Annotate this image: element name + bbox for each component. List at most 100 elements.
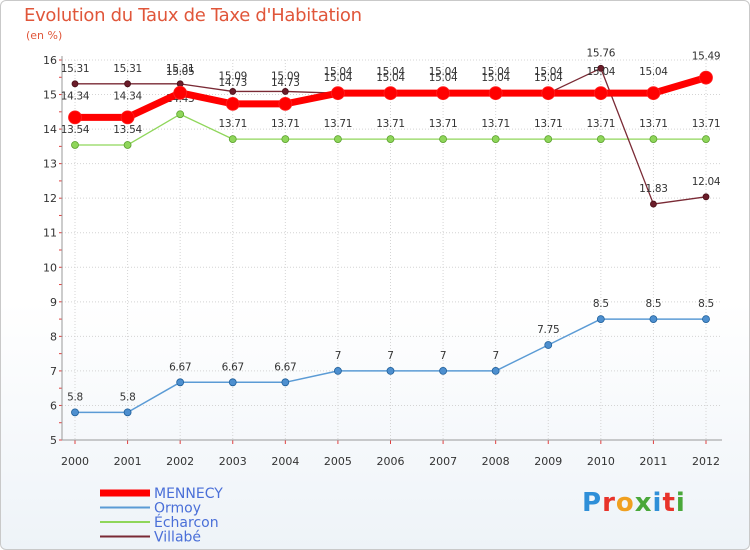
x-tick-label: 2012	[692, 455, 720, 468]
data-label-ormoy: 7	[440, 350, 446, 362]
logo-letter: i	[652, 488, 663, 518]
data-label-mennecy: 15.04	[587, 66, 616, 78]
axes: 5 6 7 8 9 10 11 12 13 14 15 16 2000 2001 2002 2003 2004 2…	[43, 54, 722, 468]
data-point-ormoy	[386, 367, 395, 375]
data-label-villabe: 15.31	[61, 63, 90, 75]
data-point-echarcon	[71, 141, 79, 149]
data-label-villabe: 12.04	[692, 176, 721, 188]
logo-letter: P	[582, 488, 603, 518]
y-tick-label: 12	[43, 192, 57, 205]
data-label-ormoy: 7.75	[537, 324, 559, 336]
x-tick-label: 2008	[482, 455, 510, 468]
data-label-ormoy: 6.67	[169, 361, 191, 373]
data-point-echarcon	[281, 135, 290, 144]
data-label-mennecy: 15.05	[166, 66, 195, 78]
data-label-mennecy: 15.04	[429, 66, 458, 78]
data-point-ormoy	[596, 315, 605, 323]
data-point-ormoy	[176, 378, 185, 387]
data-point-ormoy	[228, 378, 237, 387]
data-point-villabe	[124, 80, 131, 88]
y-tick-label: 11	[43, 227, 57, 240]
data-point-ormoy	[281, 378, 290, 387]
data-label-mennecy: 14.34	[113, 90, 142, 102]
data-point-echarcon	[334, 135, 342, 144]
series-group: 5.8 5.8 6.67 6.67 6.67 7 7 7 7 7.75 8.5 8.5 8.5 13.54…	[61, 47, 721, 417]
logo-letter: i	[675, 488, 686, 518]
data-label-echarcon: 13.71	[639, 118, 668, 130]
data-label-villabe: 15.09	[271, 70, 300, 82]
series-ormoy: 5.8 5.8 6.67 6.67 6.67 7 7 7 7 7.75 8.5 8.5 8.5	[67, 298, 714, 417]
data-label-ormoy: 8.5	[593, 298, 609, 310]
data-label-mennecy: 15.49	[692, 51, 721, 63]
data-point-mennecy	[699, 70, 713, 85]
data-point-mennecy	[120, 110, 135, 125]
x-tick-label: 2004	[271, 455, 299, 468]
data-label-mennecy: 15.04	[324, 66, 353, 78]
data-point-echarcon	[491, 135, 500, 144]
data-point-ormoy	[544, 341, 553, 349]
data-label-ormoy: 7	[387, 350, 393, 362]
data-label-echarcon: 13.54	[61, 124, 90, 136]
data-label-villabe: 15.04	[324, 72, 353, 84]
data-label-ormoy: 7	[335, 350, 341, 362]
data-label-villabe: 15.09	[218, 70, 247, 82]
data-point-villabe	[650, 200, 657, 208]
data-point-villabe	[71, 80, 79, 88]
y-tick-label: 10	[43, 261, 57, 274]
data-point-echarcon	[228, 135, 237, 144]
x-tick-label: 2010	[587, 455, 615, 468]
x-tick-label: 2006	[377, 455, 405, 468]
data-point-villabe	[229, 88, 237, 95]
data-point-mennecy	[646, 86, 661, 101]
legend-label-echarcon: Écharcon	[154, 514, 219, 531]
logo-letter: r	[602, 488, 616, 518]
data-point-ormoy	[439, 367, 447, 375]
data-label-ormoy: 6.67	[222, 361, 244, 373]
data-point-mennecy	[278, 96, 293, 111]
data-label-echarcon: 13.71	[481, 118, 510, 130]
data-label-villabe: 15.04	[429, 72, 458, 84]
data-label-mennecy: 15.04	[534, 66, 563, 78]
data-point-echarcon	[649, 135, 658, 144]
data-label-ormoy: 5.8	[120, 391, 136, 403]
legend-label-ormoy: Ormoy	[154, 501, 201, 517]
x-tick-label: 2005	[324, 455, 352, 468]
data-point-echarcon	[702, 135, 710, 144]
y-tick-label: 8	[50, 330, 57, 343]
data-label-echarcon: 13.71	[429, 118, 458, 130]
y-tick-label: 16	[43, 54, 57, 67]
data-label-ormoy: 8.5	[646, 298, 662, 310]
series-echarcon: 13.5413.5414.4313.7113.7113.7113.7113.71…	[61, 93, 721, 149]
x-tick-label: 2007	[429, 455, 457, 468]
data-label-villabe: 11.83	[639, 183, 668, 195]
data-label-villabe: 15.31	[113, 63, 142, 75]
x-tick-label: 2009	[534, 455, 562, 468]
data-label-ormoy: 7	[492, 350, 498, 362]
data-label-villabe: 15.04	[481, 72, 510, 84]
data-label-mennecy: 14.73	[271, 77, 300, 89]
data-point-ormoy	[491, 367, 500, 375]
data-point-mennecy	[488, 86, 503, 101]
x-tick-label: 2011	[639, 455, 667, 468]
data-point-echarcon	[123, 141, 132, 149]
data-label-mennecy: 15.04	[376, 66, 405, 78]
x-tick-label: 2000	[61, 455, 89, 468]
data-label-villabe: 15.31	[166, 63, 195, 75]
legend-label-villabe: Villabé	[154, 530, 201, 546]
data-label-ormoy: 5.8	[67, 391, 83, 403]
data-label-villabe: 15.04	[376, 72, 405, 84]
legend-label-mennecy: MENNECY	[154, 486, 223, 502]
data-label-mennecy: 15.04	[481, 66, 510, 78]
y-tick-label: 9	[50, 296, 57, 309]
data-point-mennecy	[331, 86, 345, 101]
data-point-echarcon	[439, 135, 447, 144]
data-point-villabe	[281, 88, 289, 95]
data-label-echarcon: 13.71	[692, 118, 721, 130]
data-label-echarcon: 13.71	[376, 118, 405, 130]
y-tick-label: 15	[43, 89, 57, 102]
data-point-mennecy	[593, 86, 608, 101]
data-label-echarcon: 13.71	[218, 118, 247, 130]
